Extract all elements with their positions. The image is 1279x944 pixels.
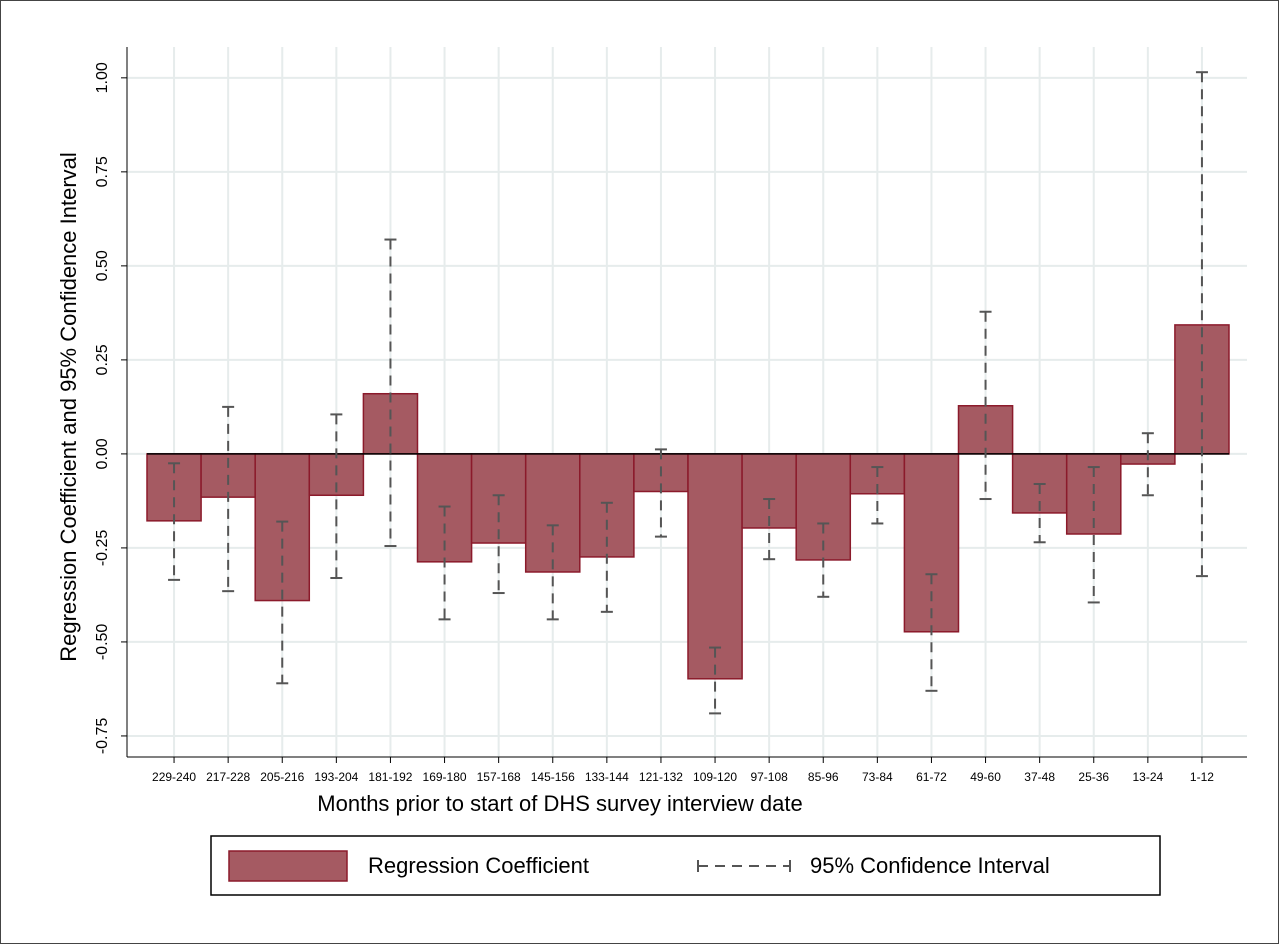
x-tick-label: 109-120 — [693, 770, 737, 784]
bar — [903, 453, 960, 633]
x-tick-label: 145-156 — [531, 770, 575, 784]
y-tick-label: -0.75 — [94, 718, 111, 755]
bar — [524, 453, 581, 573]
y-tick-label: 0.00 — [94, 438, 111, 469]
y-tick-label: -0.50 — [94, 624, 111, 661]
x-tick-label: 181-192 — [368, 770, 412, 784]
bar — [308, 453, 365, 497]
y-tick-label: 0.25 — [94, 344, 111, 375]
y-tick-label: 0.50 — [94, 250, 111, 281]
bar — [795, 453, 852, 561]
x-tick-label: 205-216 — [260, 770, 304, 784]
x-tick-label: 85-96 — [808, 770, 839, 784]
x-tick-label: 133-144 — [585, 770, 629, 784]
x-tick-label: 169-180 — [423, 770, 467, 784]
x-tick-label: 73-84 — [862, 770, 893, 784]
x-tick-label: 217-228 — [206, 770, 250, 784]
bar — [957, 405, 1014, 455]
y-tick-label: -0.25 — [94, 530, 111, 567]
x-tick-label: 229-240 — [152, 770, 196, 784]
x-tick-label: 49-60 — [970, 770, 1001, 784]
x-axis-title: Months prior to start of DHS survey inte… — [317, 791, 802, 816]
legend-swatch — [228, 850, 348, 882]
x-tick-label: 193-204 — [314, 770, 358, 784]
legend-label: 95% Confidence Interval — [810, 853, 1050, 878]
legend-label: Regression Coefficient — [368, 853, 589, 878]
x-tick-label: 25-36 — [1078, 770, 1109, 784]
y-tick-label: 0.75 — [94, 156, 111, 187]
x-tick-label: 13-24 — [1132, 770, 1163, 784]
x-tick-label: 1-12 — [1190, 770, 1214, 784]
bar — [687, 453, 743, 680]
x-tick-label: 61-72 — [916, 770, 947, 784]
x-tick-label: 157-168 — [477, 770, 521, 784]
y-axis-title: Regression Coefficient and 95% Confidenc… — [56, 152, 81, 662]
legend-box — [210, 835, 1161, 896]
y-tick-label: 1.00 — [94, 62, 111, 93]
x-tick-label: 121-132 — [639, 770, 683, 784]
x-tick-label: 37-48 — [1024, 770, 1055, 784]
x-tick-label: 97-108 — [750, 770, 788, 784]
